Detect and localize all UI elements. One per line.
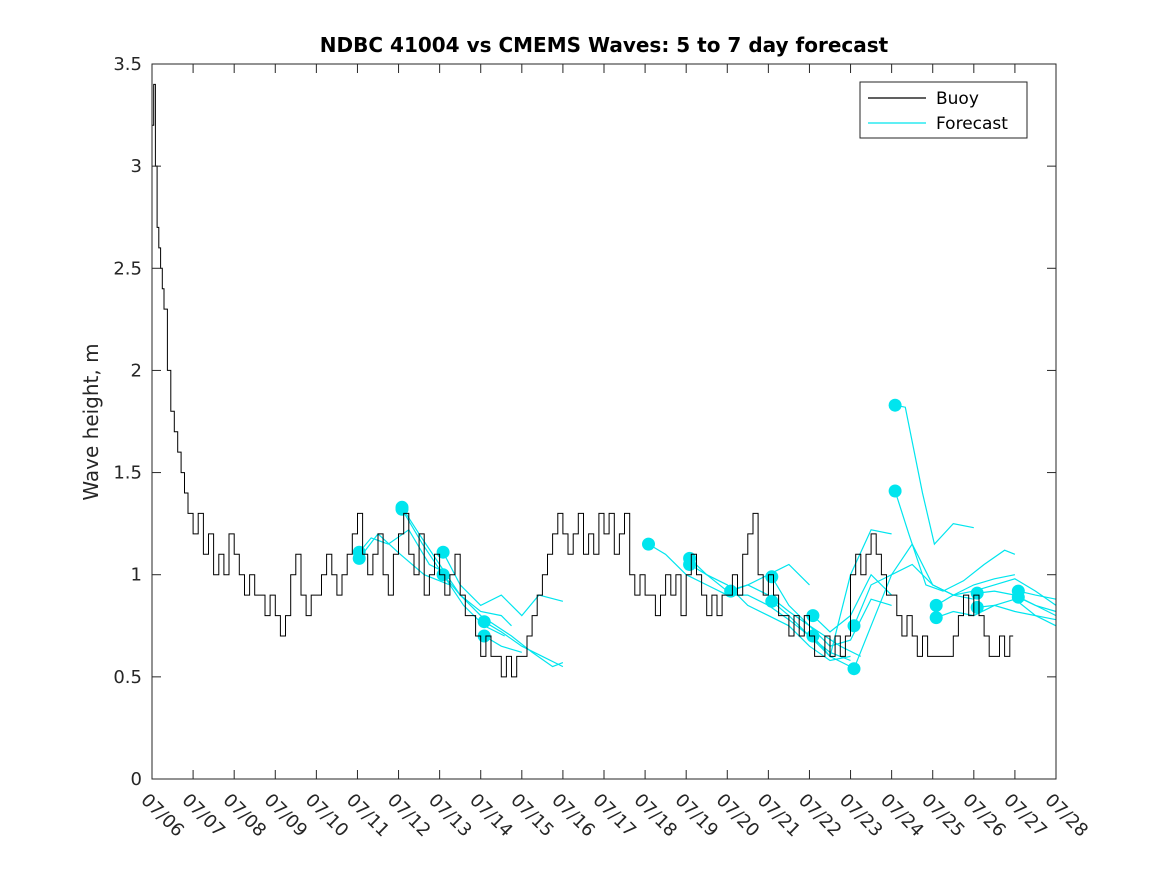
forecast-start-point-23	[970, 600, 984, 614]
y-tick-label: 2.5	[113, 258, 142, 279]
forecast-start-point-13	[765, 594, 779, 608]
forecast-line-20	[935, 578, 1057, 606]
forecast-line-18	[894, 404, 974, 546]
forecast-start-point-17	[847, 662, 861, 676]
forecast-start-point-1	[352, 551, 366, 565]
forecast-start-point-20	[929, 598, 943, 612]
forecast-start-point-18	[888, 398, 902, 412]
forecast-start-point-8	[642, 537, 655, 551]
y-tick-label: 1	[131, 565, 142, 586]
forecast-line-6	[483, 621, 564, 668]
forecast-line-7	[483, 635, 522, 653]
forecast-start-point-21	[929, 611, 943, 625]
legend-box	[859, 81, 1028, 139]
buoy-line	[152, 83, 1014, 678]
chart-title: NDBC 41004 vs CMEMS Waves: 5 to 7 day fo…	[320, 33, 889, 57]
y-tick-label: 3	[131, 156, 142, 177]
legend-forecast-label: Forecast	[936, 114, 1008, 134]
y-tick-label: 1.5	[113, 463, 142, 484]
forecast-start-point-25	[1011, 590, 1025, 604]
forecast-line-1	[358, 533, 451, 586]
forecast-line-9	[689, 557, 851, 662]
y-axis-title: Wave height, m	[79, 343, 103, 500]
y-tick-label: 2	[131, 360, 142, 381]
forecast-start-point-4	[436, 545, 450, 559]
forecast-line-19	[894, 490, 1016, 592]
legend: Buoy Forecast	[859, 81, 1028, 139]
forecast-start-point-10	[683, 558, 697, 571]
forecast-line-17	[853, 563, 1016, 669]
plot-area	[152, 64, 1056, 779]
forecast-start-point-22	[970, 586, 984, 600]
forecast-start-point-12	[765, 570, 779, 584]
forecast-start-point-6	[477, 615, 491, 629]
y-tick-label: 0.5	[113, 667, 142, 688]
forecast-start-point-3	[395, 502, 409, 516]
y-tick-label: 3.5	[113, 54, 142, 75]
forecast-line-23	[977, 604, 1057, 627]
series-layer	[152, 83, 1057, 678]
forecast-start-point-16	[847, 619, 861, 633]
forecast-start-point-19	[888, 484, 902, 498]
legend-buoy-label: Buoy	[936, 89, 979, 109]
forecast-start-point-11	[724, 584, 738, 598]
y-tick-label: 0	[131, 769, 142, 790]
